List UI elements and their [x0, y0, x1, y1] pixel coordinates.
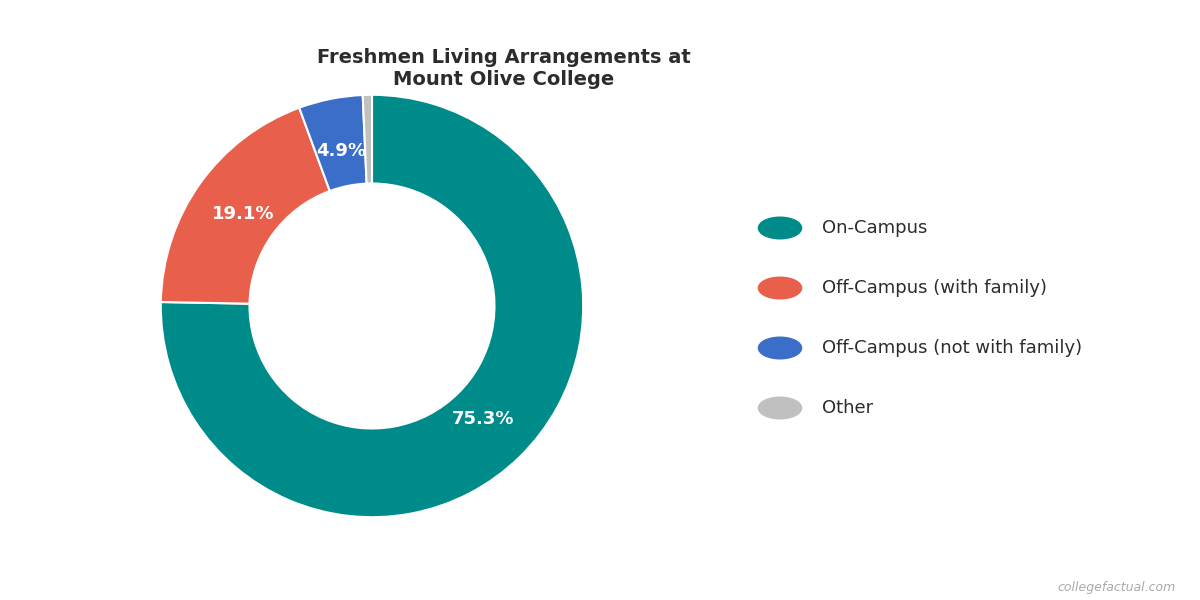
Text: On-Campus: On-Campus — [822, 219, 928, 237]
Text: Off-Campus (with family): Off-Campus (with family) — [822, 279, 1046, 297]
Text: 4.9%: 4.9% — [316, 142, 366, 160]
Wedge shape — [161, 108, 330, 304]
Text: Freshmen Living Arrangements at
Mount Olive College: Freshmen Living Arrangements at Mount Ol… — [317, 48, 691, 89]
Wedge shape — [161, 95, 583, 517]
Text: 75.3%: 75.3% — [451, 410, 514, 428]
Text: Other: Other — [822, 399, 874, 417]
Wedge shape — [362, 95, 372, 184]
Text: 19.1%: 19.1% — [211, 205, 275, 223]
Wedge shape — [299, 95, 367, 191]
Text: Off-Campus (not with family): Off-Campus (not with family) — [822, 339, 1082, 357]
Text: collegefactual.com: collegefactual.com — [1057, 581, 1176, 594]
